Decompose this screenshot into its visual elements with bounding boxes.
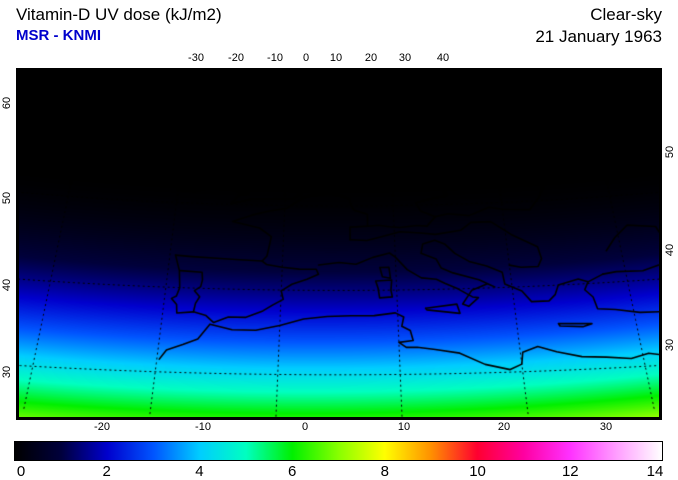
colorbar-tick-label: 8 xyxy=(380,463,390,480)
tick-label: 30 xyxy=(599,421,613,433)
tick-label: 30 xyxy=(398,52,412,64)
tick-label: 10 xyxy=(397,421,411,433)
tick-label: -20 xyxy=(94,421,110,433)
colorbar-tick-label: 10 xyxy=(469,463,486,480)
colorbar-tick-label: 0 xyxy=(16,463,26,480)
tick-label: 10 xyxy=(329,52,343,64)
tick-label: 50 xyxy=(1,191,14,205)
tick-label: 0 xyxy=(302,52,310,64)
data-source-label: MSR - KNMI xyxy=(16,27,101,44)
page-title: Vitamin-D UV dose (kJ/m2) xyxy=(16,5,222,24)
tick-label: 20 xyxy=(364,52,378,64)
tick-label: -10 xyxy=(195,421,211,433)
tick-label: 30 xyxy=(664,338,677,352)
tick-label: 40 xyxy=(436,52,450,64)
tick-label: 50 xyxy=(664,145,677,159)
colorbar-tick-label: 12 xyxy=(561,463,579,480)
colorbar-tick-label: 4 xyxy=(195,463,204,480)
colorbar-gradient xyxy=(14,441,663,461)
tick-label: 0 xyxy=(301,421,309,433)
colorbar-tick-label: 14 xyxy=(646,463,664,480)
map-plot-area xyxy=(16,68,662,420)
tick-label: -20 xyxy=(228,52,244,64)
uv-dose-heatmap xyxy=(19,71,659,417)
tick-label: 20 xyxy=(497,421,511,433)
tick-label: -10 xyxy=(267,52,283,64)
colorbar-tick-label: 6 xyxy=(287,463,297,480)
date-label: 21 January 1963 xyxy=(535,27,662,46)
tick-label: 60 xyxy=(1,96,14,110)
tick-label: 40 xyxy=(664,243,677,257)
colorbar-tick-labels: 0 2 4 6 8 10 12 14 xyxy=(0,461,678,480)
tick-label: 30 xyxy=(1,365,14,379)
sky-condition-label: Clear-sky xyxy=(590,5,662,24)
colorbar-tick-label: 2 xyxy=(102,463,111,480)
colorbar xyxy=(14,441,663,461)
tick-label: -30 xyxy=(188,52,204,64)
tick-label: 40 xyxy=(1,278,14,292)
